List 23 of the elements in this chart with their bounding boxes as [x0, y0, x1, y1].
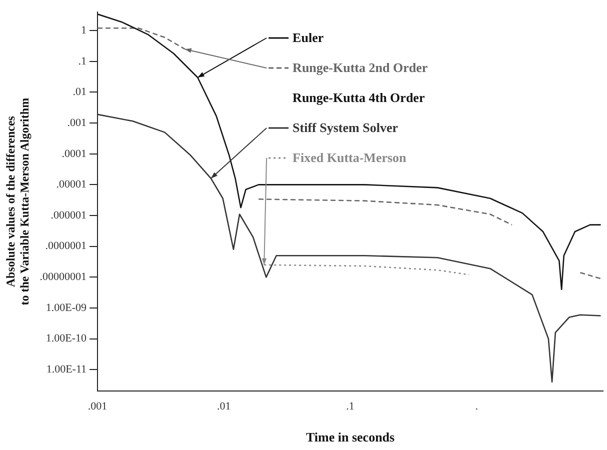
y-tick-label: .0001 [62, 148, 87, 160]
legend-label: Fixed Kutta-Merson [292, 150, 408, 165]
y-tick-label: .0000001 [45, 240, 87, 252]
y-tick-label: .001 [67, 116, 87, 129]
x-tick-label: .1 [346, 400, 354, 413]
legend-label: Stiff System Solver [292, 120, 398, 135]
y-tick-label: .000001 [50, 209, 87, 222]
y-tick-label: .00000001 [40, 271, 87, 284]
y-tick-label: .01 [72, 86, 87, 98]
x-tick-label: . [475, 400, 478, 413]
x-axis-title: Time in seconds [306, 430, 395, 445]
y-tick-label: .1 [78, 55, 87, 68]
legend-label: Runge-Kutta 2nd Order [292, 60, 428, 75]
x-tick-label: .001 [88, 400, 108, 413]
y-tick-label: 1 [81, 24, 87, 36]
legend-label: Euler [292, 30, 324, 45]
x-tick-label: .01 [217, 400, 231, 413]
annotation: Runge-Kutta 4th Order [292, 90, 425, 105]
y-tick-label: 1.00E-11 [46, 364, 87, 376]
y-tick-label: 1.00E-09 [46, 302, 88, 314]
y-axis-title: Absolute values of the differences to the Variable Kutta-Merson Algorithm [3, 98, 32, 306]
y-tick-label: .00001 [56, 178, 87, 191]
y-tick-label: 1.00E-10 [46, 332, 88, 345]
